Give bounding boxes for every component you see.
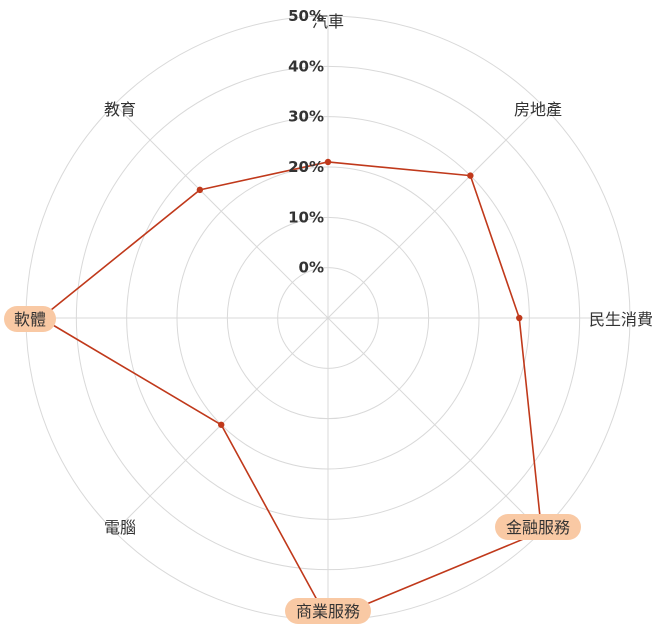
radar-series <box>37 158 545 624</box>
category-label-房地產: 房地產 <box>514 100 562 119</box>
category-label-商業服務: 商業服務 <box>296 602 360 621</box>
tick-label-5: 50% <box>288 7 324 25</box>
category-label-軟體: 軟體 <box>14 310 46 329</box>
series-line-0 <box>40 161 543 621</box>
category-label-金融服務: 金融服務 <box>506 518 570 537</box>
tick-label-4: 40% <box>288 57 324 75</box>
series-point-民生消費 <box>516 314 523 322</box>
grid-spoke-7 <box>114 104 329 319</box>
series-point-汽車 <box>324 158 332 166</box>
grid-spoke-1 <box>327 104 542 319</box>
grid-spoke-3 <box>327 317 542 532</box>
highlight-pill-軟體 <box>4 306 56 332</box>
highlight-pill-商業服務 <box>285 598 371 624</box>
category-label-電腦: 電腦 <box>104 518 136 537</box>
tick-label-3: 30% <box>288 108 324 126</box>
radial-tick-labels: 0% 10% 20% 30% 40% 50% <box>288 7 324 277</box>
tick-label-2: 20% <box>288 158 324 176</box>
category-label-民生消費: 民生消費 <box>589 310 653 329</box>
tick-label-0: 0% <box>299 259 324 277</box>
tick-label-1: 10% <box>288 208 324 226</box>
series-point-教育 <box>196 186 204 194</box>
highlight-pill-金融服務 <box>495 514 581 540</box>
series-point-房地產 <box>467 172 474 179</box>
series-point-電腦 <box>218 421 225 428</box>
category-label-汽車: 汽車 <box>312 12 344 31</box>
category-label-教育: 教育 <box>104 100 136 119</box>
